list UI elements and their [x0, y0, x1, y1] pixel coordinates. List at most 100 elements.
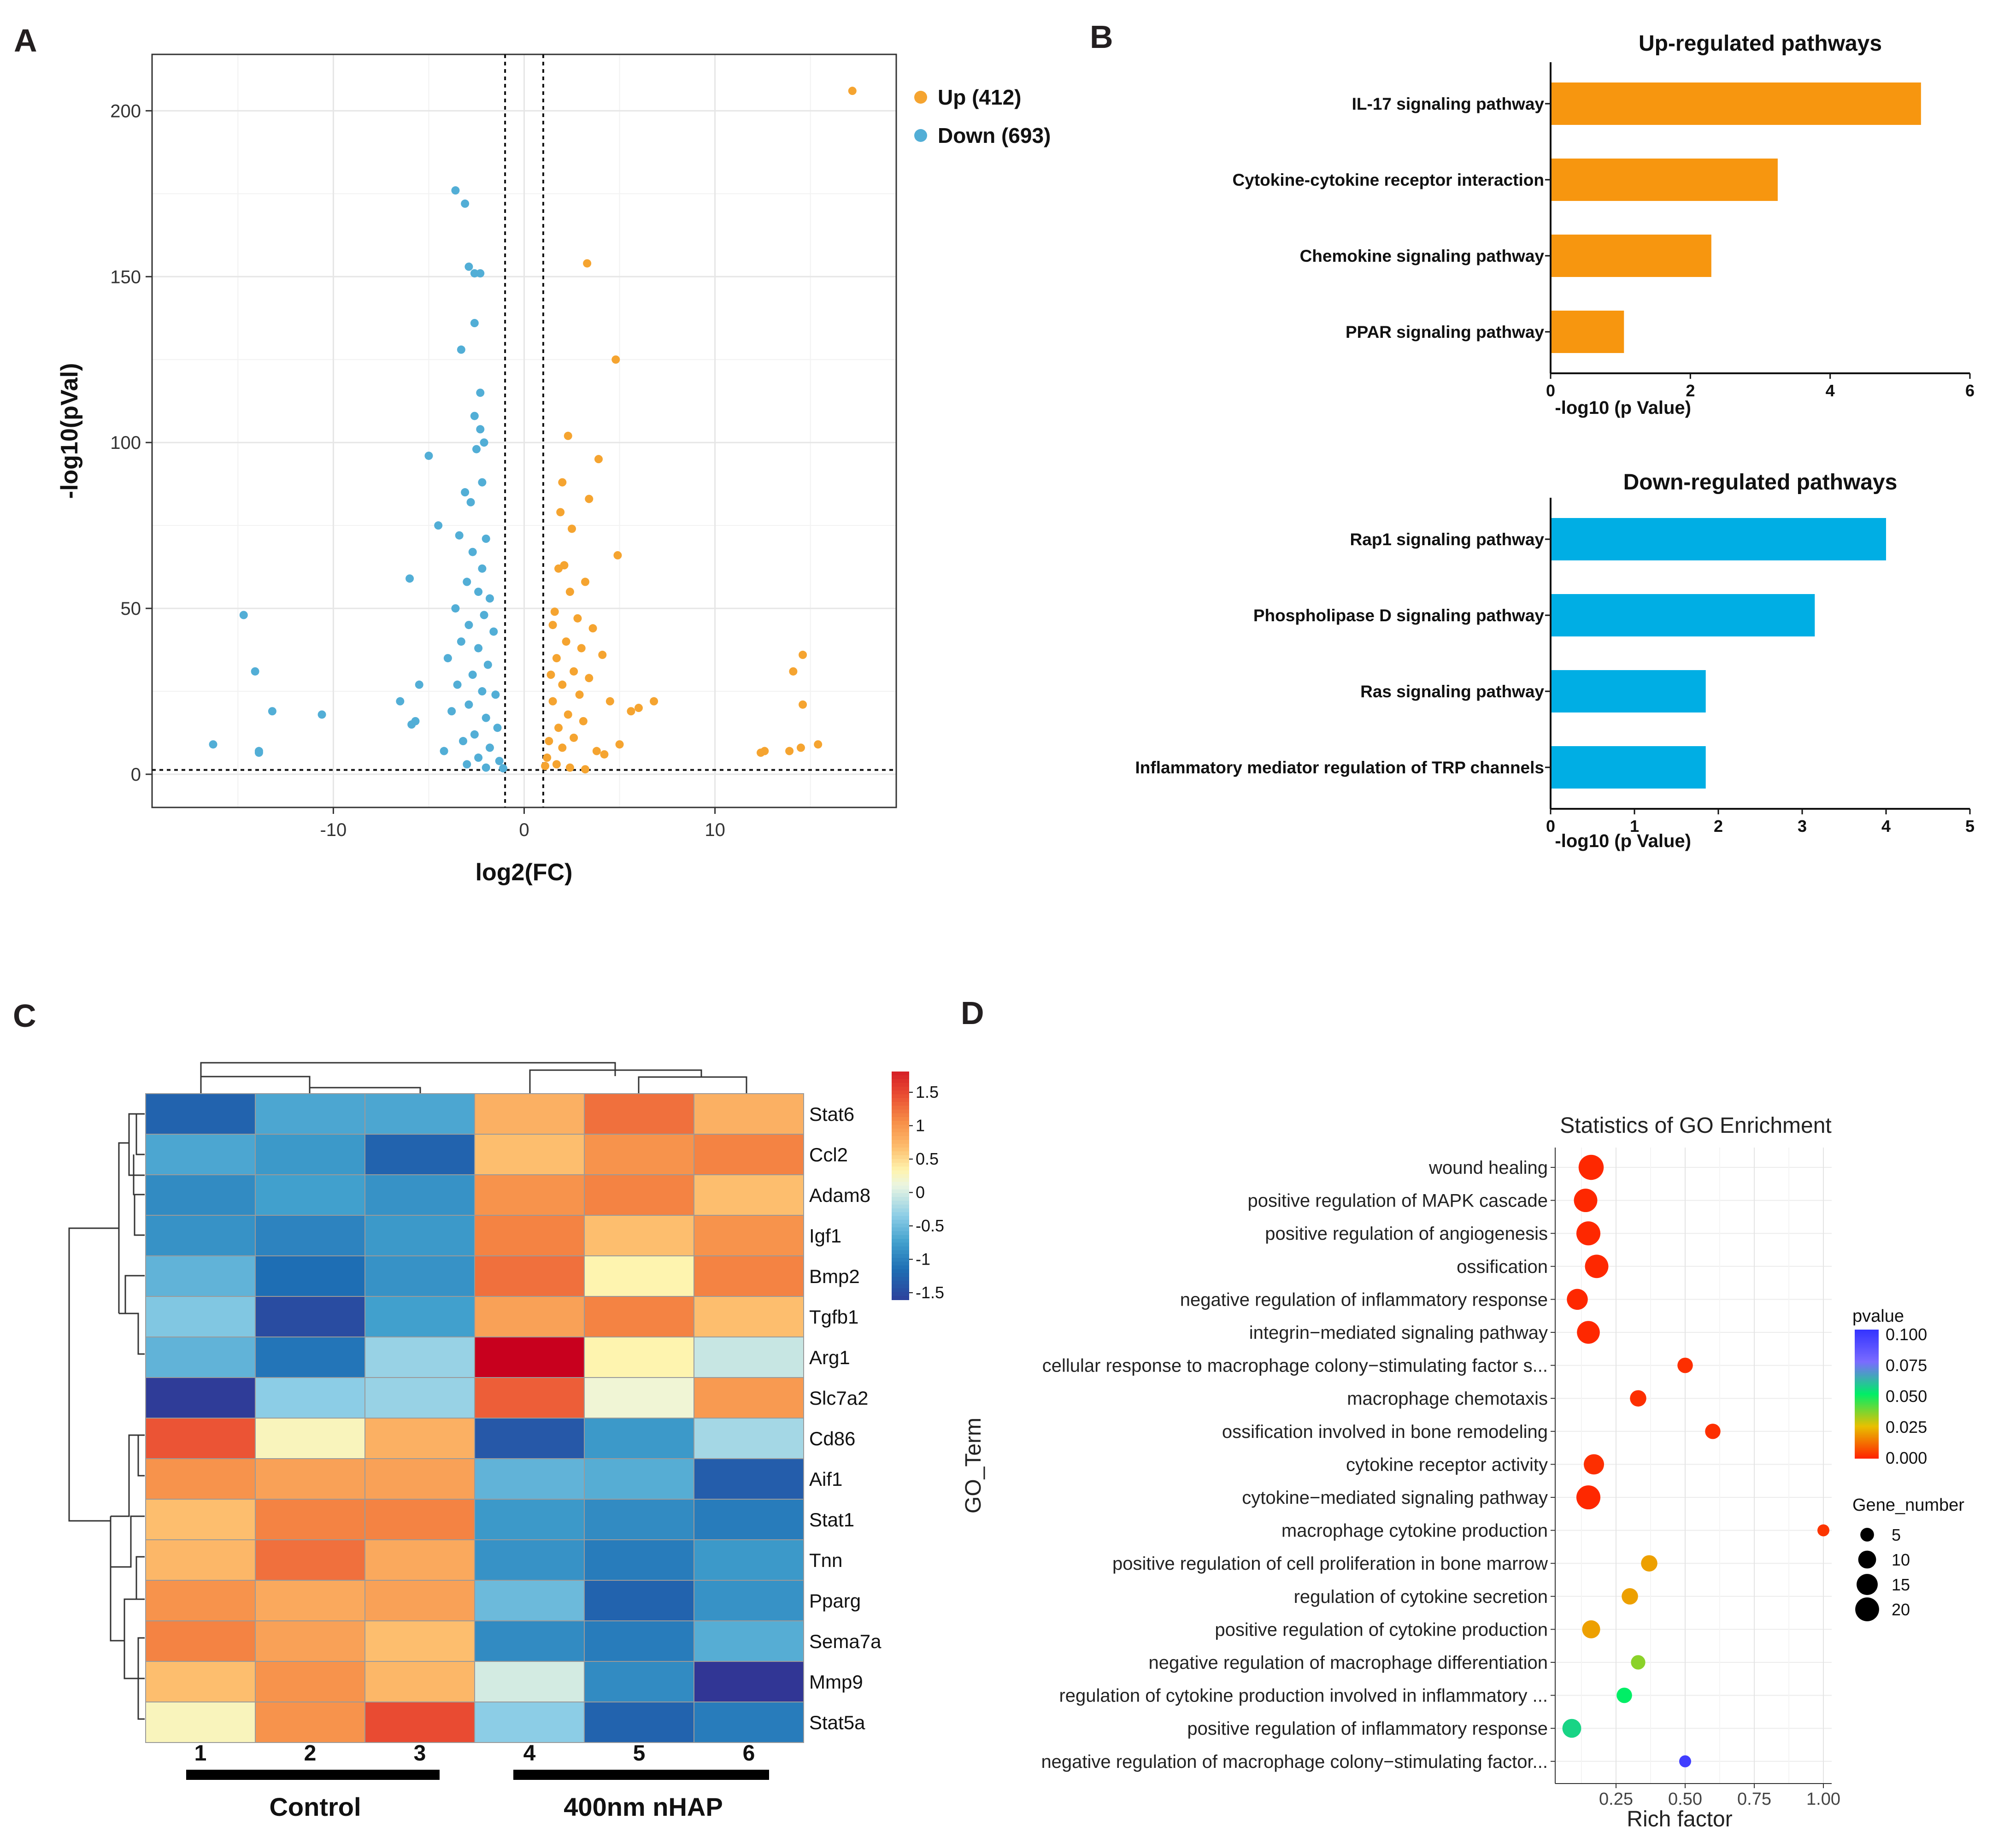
down-x-tick: 3 [1798, 817, 1807, 836]
up-x-tick: 6 [1965, 381, 1975, 400]
colorbar-tick: 1 [916, 1116, 925, 1135]
up-point [799, 700, 807, 709]
heatmap-cell [584, 1661, 694, 1702]
heatmap-cell [364, 1255, 475, 1297]
heatmap-cell [364, 1296, 475, 1337]
colorbar-segment [892, 1193, 909, 1198]
heatmap-cell [474, 1377, 585, 1419]
colorbar-segment [892, 1269, 909, 1274]
heatmap-cell [474, 1215, 585, 1256]
go-point [1630, 1390, 1646, 1407]
gene-number-marker [1858, 1550, 1876, 1569]
gene-label: Tgfb1 [809, 1306, 858, 1328]
up-point [585, 495, 594, 503]
down-point [476, 269, 485, 278]
up-x-tick: 2 [1686, 381, 1695, 400]
up-bar [1552, 82, 1921, 125]
heatmap-cell [584, 1093, 694, 1135]
up-bar [1552, 235, 1711, 277]
down-point [424, 451, 433, 460]
heatmap-cell [145, 1255, 256, 1297]
go-point [1631, 1655, 1646, 1670]
row-dendro-e [118, 1142, 129, 1313]
colorbar-tick: -1.5 [916, 1283, 944, 1302]
go-term-label: negative regulation of macrophage differ… [1148, 1653, 1548, 1673]
colorbar-segment [892, 1174, 909, 1178]
heatmap-cell [474, 1539, 585, 1581]
heatmap-cell [145, 1539, 256, 1581]
colorbar-tick: 0 [916, 1183, 925, 1202]
heatmap-cell [694, 1093, 804, 1135]
down-x-tick: 4 [1881, 817, 1891, 836]
colorbar-segment [892, 1204, 909, 1209]
up-point [554, 724, 563, 732]
heatmap-cell [694, 1702, 804, 1743]
down-x-tick: 1 [1630, 817, 1639, 836]
down-x-tick: 0 [1546, 817, 1555, 836]
go-point [1567, 1289, 1588, 1310]
colorbar-segment [892, 1151, 909, 1156]
up-point [611, 355, 620, 364]
down-point [499, 764, 507, 773]
up-x-tick: 0 [1546, 381, 1555, 400]
go-term-label: macrophage chemotaxis [1347, 1389, 1548, 1409]
up-point [543, 754, 552, 762]
gene-number-marker [1855, 1597, 1879, 1621]
sample-label: 4 [523, 1741, 536, 1766]
colorbar-segment [892, 1182, 909, 1186]
sample-label: 6 [743, 1741, 755, 1766]
up-category-label: PPAR signaling pathway [1346, 323, 1544, 342]
legend-down-marker [914, 129, 927, 142]
row-dendro-b [135, 1114, 145, 1155]
go-term-label: regulation of cytokine secretion [1294, 1587, 1548, 1607]
pvalue-tick: 0.075 [1886, 1356, 1927, 1375]
heatmap-cell [255, 1702, 365, 1743]
gene-label: Igf1 [809, 1225, 841, 1247]
heatmap-cell [694, 1418, 804, 1459]
col-dendro-t-top [615, 1069, 702, 1077]
heatmap-cell [474, 1458, 585, 1500]
down-point [468, 671, 477, 679]
go-point [1562, 1719, 1581, 1738]
heatmap-cell [145, 1215, 256, 1256]
heatmap-cell [474, 1296, 585, 1337]
go-y-label: GO_Term [961, 1418, 986, 1513]
colorbar-segment [892, 1163, 909, 1167]
heatmap-cell [694, 1661, 804, 1702]
colorbar-segment [892, 1197, 909, 1201]
heatmap-cell [474, 1255, 585, 1297]
down-category-label: Phospholipase D signaling pathway [1253, 606, 1545, 625]
heatmap-cell [255, 1255, 365, 1297]
colorbar-segment [892, 1216, 909, 1220]
colorbar-segment [892, 1140, 909, 1144]
volcano-x-label: log2(FC) [476, 859, 573, 886]
up-point [564, 431, 572, 440]
treatment-group-bar [513, 1770, 769, 1780]
down-point [485, 594, 494, 603]
up-point [577, 644, 586, 653]
down-point [480, 438, 488, 447]
gene-label: Slc7a2 [809, 1387, 868, 1409]
legend-up-label: Up (412) [938, 85, 1021, 109]
go-term-label: cellular response to macrophage colony−s… [1042, 1356, 1548, 1376]
up-point [848, 87, 857, 95]
heatmap-cell [364, 1702, 475, 1743]
sample-label: 2 [304, 1741, 317, 1766]
go-term-label: cytokine receptor activity [1346, 1454, 1548, 1475]
down-point [491, 690, 500, 699]
colorbar-segment [892, 1090, 909, 1095]
heatmap-cell [474, 1093, 585, 1135]
down-point [474, 754, 483, 762]
down-point [470, 319, 479, 328]
down-point [317, 710, 326, 719]
gene-label: Stat1 [809, 1509, 854, 1531]
down-point [463, 760, 471, 769]
down-point [415, 680, 423, 689]
pvalue-colorbar [1855, 1330, 1879, 1459]
down-point [482, 713, 490, 722]
down-regulated-bar-chart: Down-regulated pathways -log10 (p Value)… [1135, 470, 1975, 851]
down-point [440, 747, 448, 755]
up-point [541, 762, 550, 771]
volcano-y-tick: 200 [110, 101, 141, 121]
gene-label: Mmp9 [809, 1671, 863, 1693]
